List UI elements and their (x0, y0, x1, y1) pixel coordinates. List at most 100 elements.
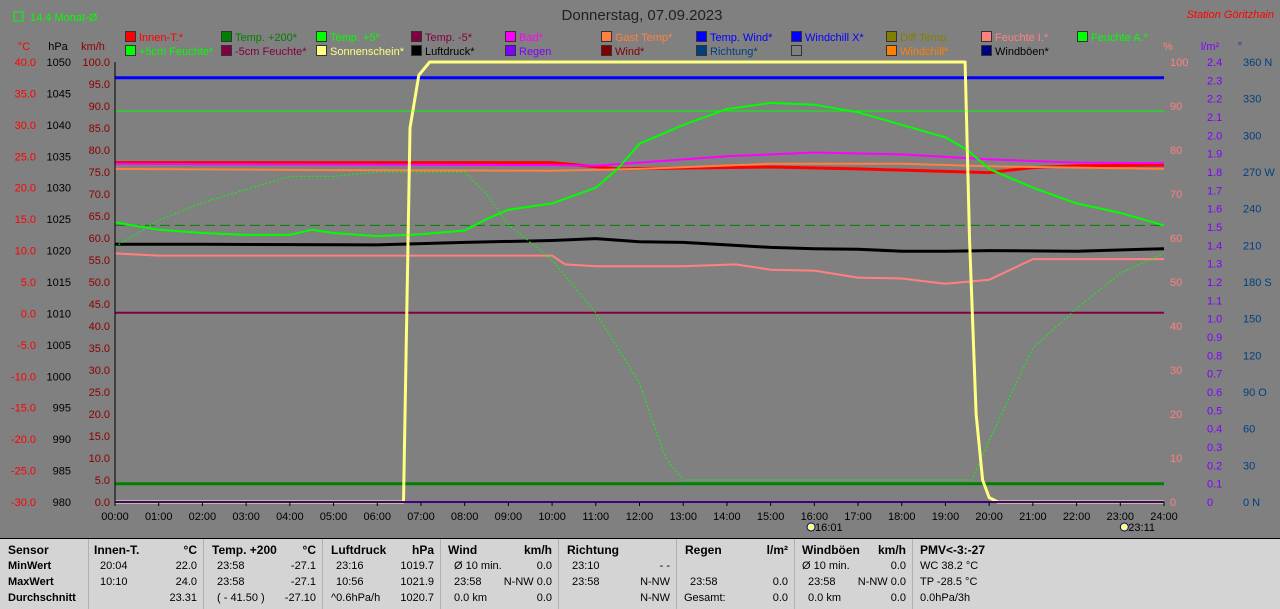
pct-tick-label: 80 (1170, 145, 1182, 157)
legend-label: Innen-T.* (139, 32, 184, 44)
kmh-tick-label: 55.0 (89, 255, 110, 267)
deg-tick-label: 300 (1243, 130, 1261, 142)
legend-swatch (601, 45, 612, 56)
time-tick-label: 18:00 (888, 511, 916, 523)
deg-tick-label: 270 W (1243, 167, 1275, 179)
kmh-tick-label: 20.0 (89, 409, 110, 421)
chart-title: Donnerstag, 07.09.2023 (562, 7, 723, 24)
legend-item: Bad* (505, 31, 543, 44)
rain-tick-label: 0.9 (1207, 332, 1222, 344)
time-tick-label: 13:00 (669, 511, 697, 523)
kmh-tick-label: 65.0 (89, 211, 110, 223)
hpa-tick-label: 1025 (47, 214, 71, 226)
legend-item: Richtung* (696, 45, 758, 58)
stats-druck-unit: hPa (411, 543, 434, 557)
deg-tick-label: 30 (1243, 460, 1255, 472)
deg-tick-label: 0 N (1243, 497, 1260, 509)
celsius-tick-label: -15.0 (11, 403, 36, 415)
legend-swatch (411, 31, 422, 42)
hpa-tick-label: 1000 (47, 371, 71, 383)
legend-label: Luftdruck* (425, 46, 475, 58)
stats-boeen-min-label: Ø 10 min. (802, 560, 850, 572)
time-tick-label: 01:00 (145, 511, 173, 523)
rain-tick-label: 2.2 (1207, 94, 1222, 106)
legend-swatch (411, 45, 422, 56)
legend-item: -5cm Feuchte* (221, 45, 307, 58)
stats-regen-total-label: Gesamt: (684, 592, 726, 604)
kmh-tick-label: 90.0 (89, 101, 110, 113)
legend-swatch (505, 45, 516, 56)
stats-temp-header: Temp. +200 (212, 543, 277, 557)
rain-tick-label: 1.5 (1207, 222, 1222, 234)
time-tick-label: 09:00 (495, 511, 523, 523)
hpa-tick-label: 985 (53, 466, 71, 478)
series-line-gast-temp (114, 162, 1165, 172)
legend-label: Windchill* (900, 46, 949, 58)
stats-sensor-header: Sensor (8, 543, 49, 557)
stats-temp-avg-note: ( - 41.50 ) (217, 592, 265, 604)
kmh-tick-label: 75.0 (89, 167, 110, 179)
stats-temp-min-time: 23:58 (217, 560, 245, 572)
time-tick-label: 21:00 (1019, 511, 1047, 523)
kmh-tick-label: 40.0 (89, 321, 110, 333)
left-unit-label: °C (18, 41, 30, 53)
hpa-tick-label: 1005 (47, 340, 71, 352)
time-tick-label: 20:00 (975, 511, 1003, 523)
row-label-avg: Durchschnitt (8, 592, 76, 604)
hpa-tick-label: 1020 (47, 246, 71, 258)
legend-swatch (791, 45, 802, 56)
celsius-tick-label: 20.0 (15, 183, 36, 195)
time-tick-label: 11:00 (582, 511, 609, 523)
stats-innen-max-time: 10:10 (100, 576, 128, 588)
legend-label: Gast Temp* (615, 32, 673, 44)
kmh-tick-label: 15.0 (89, 431, 110, 443)
legend-label: Wind* (615, 46, 645, 58)
legend-swatch (125, 31, 136, 42)
stats-innen-avg-value: 23.31 (169, 592, 197, 604)
legend-item: Wind* (601, 45, 644, 58)
stats-druck-max-time: 10:56 (336, 576, 364, 588)
stats-temp: Temp. +200 °C 23:58 -27.1 23:58 -27.1 ( … (204, 539, 323, 609)
legend-item: Temp. +5* (316, 31, 380, 44)
rain-tick-label: 1.3 (1207, 259, 1222, 271)
rain-tick-label: 0.6 (1207, 387, 1222, 399)
rain-tick-label: 1.7 (1207, 185, 1222, 197)
legend-swatch (316, 45, 327, 56)
stats-innen-min-time: 20:04 (100, 560, 128, 572)
time-tick-label: 17:00 (844, 511, 872, 523)
deg-tick-label: 240 (1243, 204, 1261, 216)
time-tick-label: 16:00 (801, 511, 829, 523)
legend-label: Temp. +5* (330, 32, 380, 44)
stats-boeen-avg-value: 0.0 (890, 592, 906, 604)
celsius-tick-label: 15.0 (15, 214, 36, 226)
series-line-5cm-feuchte (114, 171, 1165, 481)
legend-item: Temp. +200* (221, 31, 297, 44)
legend-swatch (221, 45, 232, 56)
right-unit-label: l/m² (1201, 41, 1220, 53)
hpa-tick-label: 990 (53, 434, 71, 446)
pct-tick-label: 10 (1170, 453, 1182, 465)
legend-item: Diff Temp. (886, 31, 949, 44)
kmh-tick-label: 60.0 (89, 233, 110, 245)
time-tick-label: 02:00 (189, 511, 217, 523)
stats-temp-max-time: 23:58 (217, 576, 245, 588)
celsius-tick-label: -20.0 (11, 434, 36, 446)
stats-wind-min-value: 0.0 (536, 560, 552, 572)
pct-tick-label: 70 (1170, 189, 1182, 201)
celsius-tick-label: 30.0 (15, 120, 36, 132)
legend-item: Innen-T.* (125, 31, 183, 44)
rain-tick-label: 0.2 (1207, 460, 1222, 472)
sun-marker-icon (806, 522, 816, 532)
series-line-feuchte-a (114, 101, 1165, 238)
stats-boeen-distance: 0.0 km (808, 592, 842, 604)
kmh-tick-label: 0.0 (95, 497, 110, 509)
stats-boeen-header: Windböen (802, 543, 860, 557)
stats-wind-max-value: N-NW 0.0 (503, 576, 552, 588)
celsius-tick-label: 0.0 (21, 308, 36, 320)
legend-label: Temp. -5* (425, 32, 473, 44)
stats-druck: Luftdruck hPa 23:16 1019.7 10:56 1021.9 … (323, 539, 441, 609)
stats-regen-total-value: 0.0 (772, 592, 788, 604)
legend-swatch (125, 45, 136, 56)
stats-wind-header: Wind (448, 543, 478, 557)
kmh-tick-label: 85.0 (89, 123, 110, 135)
